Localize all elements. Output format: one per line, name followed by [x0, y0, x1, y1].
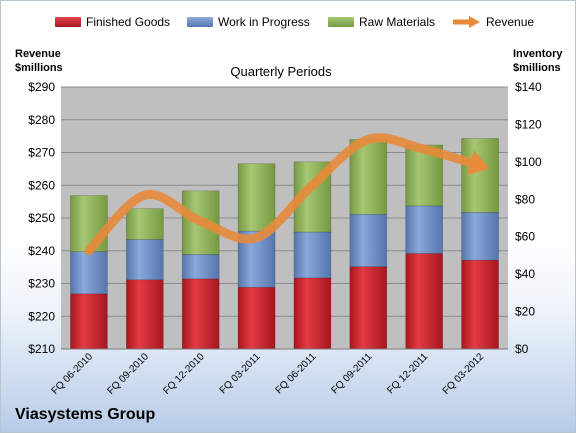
- left-tick-label: $270: [28, 146, 55, 160]
- bar-raw-materials: [237, 163, 276, 232]
- bar-work-in-progress: [126, 239, 164, 281]
- right-tick-label: $40: [515, 267, 535, 281]
- legend-item-work-in-progress: Work in Progress: [187, 15, 310, 29]
- legend-item-finished-goods: Finished Goods: [55, 15, 170, 29]
- bar-finished-goods: [293, 277, 332, 350]
- bar-finished-goods: [70, 293, 108, 350]
- x-tick-label: FQ 09-2010: [105, 351, 151, 397]
- bar-finished-goods: [461, 259, 499, 350]
- bar-raw-materials: [70, 195, 108, 252]
- x-tick-label: FQ 06-2011: [274, 351, 319, 396]
- legend-item-revenue: Revenue: [453, 15, 534, 29]
- x-tick-label: FQ 03-2012: [441, 351, 487, 397]
- left-tick-label: $240: [28, 244, 55, 258]
- legend-label-raw-materials: Raw Materials: [359, 15, 436, 29]
- left-tick-label: $290: [28, 80, 55, 94]
- x-tick-label: FQ 03-2011: [218, 351, 263, 396]
- bar-raw-materials: [126, 208, 164, 240]
- x-tick-label: FQ 06-2010: [50, 351, 96, 397]
- right-tick-label: $20: [515, 305, 535, 319]
- left-axis-title-line-2: $millions: [15, 62, 63, 74]
- left-tick-label: $280: [28, 113, 55, 127]
- left-tick-label: $230: [28, 277, 55, 291]
- bar-finished-goods: [405, 253, 443, 350]
- legend-item-raw-materials: Raw Materials: [328, 15, 435, 29]
- x-tick-label: FQ 09-2011: [329, 351, 374, 396]
- legend-label-revenue: Revenue: [486, 15, 535, 29]
- x-tick-label: FQ 12-2010: [161, 351, 207, 397]
- bar-work-in-progress: [405, 205, 443, 254]
- chart-title: Quarterly Periods: [230, 64, 332, 79]
- legend-label-work-in-progress: Work in Progress: [218, 15, 310, 29]
- company-name: Viasystems Group: [15, 406, 156, 423]
- left-axis-title-line-1: Revenue: [15, 48, 61, 60]
- right-axis-title-line-1: Inventory: [513, 48, 563, 60]
- legend-label-finished-goods: Finished Goods: [86, 15, 171, 29]
- right-tick-label: $100: [515, 155, 542, 169]
- left-tick-label: $210: [28, 342, 55, 356]
- bar-finished-goods: [126, 279, 164, 350]
- right-tick-label: $120: [515, 117, 542, 131]
- revenue-arrow-head: [466, 150, 490, 176]
- bar-finished-goods: [349, 266, 388, 350]
- legend-swatch-raw-materials: [328, 17, 354, 27]
- legend-swatch-finished-goods: [55, 17, 81, 27]
- right-tick-label: $60: [515, 230, 535, 244]
- bar-work-in-progress: [293, 231, 332, 279]
- revenue-line: [84, 133, 485, 256]
- right-axis-title-line-2: $millions: [513, 62, 561, 74]
- bar-finished-goods: [237, 286, 276, 350]
- left-tick-label: $250: [28, 211, 55, 225]
- bar-work-in-progress: [70, 251, 108, 295]
- bar-work-in-progress: [181, 254, 220, 280]
- left-tick-label: $260: [28, 178, 55, 192]
- right-tick-label: $0: [515, 342, 529, 356]
- right-tick-label: $140: [515, 80, 542, 94]
- bar-raw-materials: [349, 139, 388, 215]
- bar-finished-goods: [181, 278, 220, 350]
- bar-raw-materials: [461, 138, 499, 213]
- legend: Finished Goods Work in Progress Raw Mate…: [1, 15, 575, 35]
- bar-work-in-progress: [461, 212, 499, 261]
- legend-swatch-work-in-progress: [187, 17, 213, 27]
- revenue-arrow-icon: [453, 16, 480, 28]
- right-axis-title: Inventory $millions: [513, 47, 563, 75]
- left-axis-title: Revenue $millions: [15, 47, 63, 75]
- bar-work-in-progress: [349, 213, 388, 267]
- right-tick-label: $80: [515, 192, 535, 206]
- left-tick-label: $220: [28, 309, 55, 323]
- x-tick-label: FQ 12-2011: [385, 351, 430, 396]
